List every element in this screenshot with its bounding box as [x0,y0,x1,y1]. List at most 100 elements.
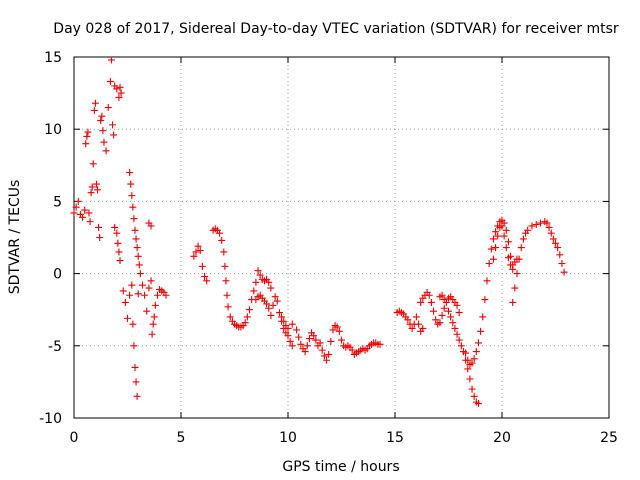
data-point [502,244,510,252]
data-point [348,346,356,354]
data-point [100,138,108,146]
data-point [190,252,198,260]
data-point [132,378,140,386]
data-point [115,93,123,101]
data-point [256,271,264,279]
data-point [297,340,305,348]
data-point [216,229,224,237]
data-point [201,272,209,280]
data-point [115,248,123,256]
y-tick-label: 5 [53,194,62,210]
data-point [545,223,553,231]
data-point [131,363,139,371]
data-point [474,400,482,408]
data-point [468,359,476,367]
data-point [192,248,200,256]
data-point [136,270,144,278]
data-point [196,246,204,254]
data-point [278,313,286,321]
data-point [425,291,433,299]
data-point [318,346,326,354]
data-point [549,235,557,243]
data-point [301,348,309,356]
y-tick-label: 10 [44,122,62,138]
data-point [288,320,296,328]
data-point [135,261,143,269]
data-point [203,277,211,285]
y-tick-label: 0 [53,267,62,283]
data-point [415,320,423,328]
data-point [286,337,294,345]
axis-ticks: 0 5 10 15 20 25 -10 -5 0 5 10 15 [39,50,618,446]
data-point [84,128,92,136]
data-point [107,56,115,64]
y-tick-label: 15 [44,50,62,66]
data-point [267,284,275,292]
data-point [87,189,95,197]
data-point [515,255,523,263]
data-point [494,232,502,240]
data-point [470,355,478,363]
data-point [126,169,134,177]
data-point [323,356,331,364]
data-point [483,277,491,285]
data-point [83,132,91,140]
data-point [451,324,459,332]
data-point [532,221,540,229]
data-point [498,222,506,230]
data-point [98,112,106,120]
data-point [147,277,155,285]
data-point [223,291,231,299]
data-point [440,296,448,304]
data-point [111,223,119,231]
data-point [288,342,296,350]
data-point [303,342,311,350]
data-point [95,223,103,231]
data-point [438,311,446,319]
data-point [88,183,96,191]
data-point [92,180,100,188]
data-point [513,270,521,278]
data-point [327,337,335,345]
data-point [241,319,249,327]
x-tick-label: 5 [177,430,186,446]
data-point [310,332,318,340]
data-point [430,307,438,315]
data-point [528,222,536,230]
data-point [427,298,435,306]
data-point [519,235,527,243]
data-point [455,309,463,317]
data-point [556,251,564,259]
grid [74,57,609,418]
data-point [70,209,78,217]
data-point [102,147,110,155]
data-point [417,298,425,306]
data-point [275,309,283,317]
data-point [153,291,161,299]
data-point [537,219,545,227]
data-point [447,313,455,321]
data-point [312,336,320,344]
y-tick-label: -5 [48,339,62,355]
data-point [85,209,93,217]
data-point [127,180,135,188]
data-point [151,301,159,309]
data-point [134,252,142,260]
data-point [130,342,138,350]
data-point [504,254,512,262]
data-point [470,392,478,400]
data-point [198,262,206,270]
data-point [502,226,510,234]
data-point [329,326,337,334]
data-point [109,121,117,129]
data-point [250,287,258,295]
data-point [271,293,279,301]
data-point [517,244,525,252]
data-point [149,320,157,328]
data-point [477,327,485,335]
data-point [130,215,138,223]
data-point [412,313,420,321]
data-point [134,290,142,298]
data-point [224,303,232,311]
